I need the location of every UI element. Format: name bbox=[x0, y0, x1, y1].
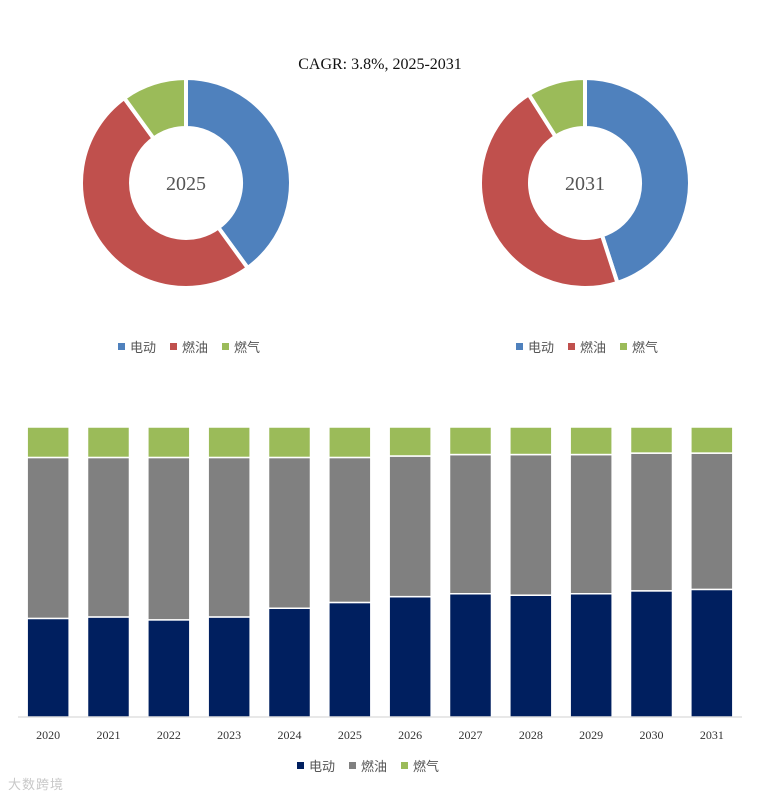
bar-2027-2 bbox=[448, 426, 493, 456]
bar-2027-1 bbox=[448, 453, 493, 595]
donut-slice-2025-0 bbox=[184, 75, 293, 271]
legend-label: 燃气 bbox=[234, 341, 261, 356]
donut-center-label: 2025 bbox=[166, 173, 206, 195]
legend-label: 燃油 bbox=[182, 341, 209, 356]
donut-legend-2031: 电动 燃油 燃气 bbox=[516, 337, 658, 356]
legend-label: 电动 bbox=[309, 760, 336, 775]
watermark: 大数跨境 bbox=[8, 778, 65, 793]
bar-2029-2 bbox=[569, 426, 613, 456]
donut-center-label: 2031 bbox=[565, 173, 605, 195]
bar-2024-1 bbox=[267, 456, 312, 610]
bar-2023-1 bbox=[207, 456, 251, 618]
bar-2029-1 bbox=[569, 453, 613, 595]
bar-2031-1 bbox=[690, 452, 734, 591]
bar-2022-0 bbox=[147, 619, 191, 718]
legend-swatch bbox=[118, 343, 125, 350]
donut-slice-2031-1 bbox=[478, 91, 620, 290]
bar-2030-2 bbox=[629, 426, 674, 454]
x-tick-label: 2024 bbox=[278, 728, 302, 742]
bar-2022-2 bbox=[147, 426, 191, 459]
x-tick-label: 2031 bbox=[700, 728, 724, 742]
bar-2024-2 bbox=[267, 426, 312, 459]
donut-slice-2031-2 bbox=[525, 75, 587, 140]
legend-label: 燃油 bbox=[580, 341, 607, 356]
legend-label: 电动 bbox=[528, 341, 555, 356]
bar-2021-1 bbox=[86, 456, 131, 618]
bar-2021-2 bbox=[86, 426, 131, 459]
cagr-title: CAGR: 3.8%, 2025-2031 bbox=[298, 56, 462, 73]
x-tick-label: 2026 bbox=[398, 728, 422, 742]
legend-swatch bbox=[568, 343, 576, 350]
legend-item: 电动 bbox=[118, 337, 156, 356]
stacked-bar-chart: 2020 2021 2022 2023 2024 2025 2026 2027 2028 2029… bbox=[18, 426, 742, 742]
donut-slice-2025-1 bbox=[79, 95, 251, 290]
legend-swatch bbox=[401, 762, 409, 769]
legend-swatch bbox=[222, 343, 230, 350]
legend-label: 电动 bbox=[130, 341, 157, 356]
bar-2027-0 bbox=[448, 593, 493, 718]
bar-2026-1 bbox=[388, 455, 432, 598]
legend-swatch bbox=[349, 762, 357, 769]
legend-item: 电动 bbox=[297, 756, 335, 775]
legend-item: 燃油 bbox=[170, 337, 208, 356]
legend-swatch bbox=[620, 343, 628, 350]
donut-slice-2031-0 bbox=[583, 75, 692, 286]
x-tick-label: 2025 bbox=[338, 728, 362, 742]
bar-2026-2 bbox=[388, 426, 432, 457]
bar-2030-0 bbox=[629, 590, 674, 718]
legend-swatch bbox=[516, 343, 523, 350]
bar-2021-0 bbox=[86, 616, 131, 718]
x-tick-label: 2020 bbox=[36, 728, 60, 742]
bar-2028-1 bbox=[509, 453, 553, 596]
x-tick-label: 2022 bbox=[157, 728, 181, 742]
bar-2026-0 bbox=[388, 595, 432, 718]
bar-2025-2 bbox=[328, 426, 372, 459]
legend-label: 燃油 bbox=[361, 760, 388, 775]
legend-item: 燃气 bbox=[620, 337, 658, 356]
x-tick-label: 2023 bbox=[217, 728, 241, 742]
bar-2022-1 bbox=[147, 456, 191, 621]
bar-2024-0 bbox=[267, 607, 312, 718]
legend-item: 燃气 bbox=[401, 756, 439, 775]
bar-2025-1 bbox=[328, 456, 372, 604]
legend-swatch bbox=[297, 762, 304, 769]
legend-label: 燃气 bbox=[413, 760, 440, 775]
legend-swatch bbox=[170, 343, 178, 350]
donut-legend-2025: 电动 燃油 燃气 bbox=[118, 337, 260, 356]
bar-2023-2 bbox=[207, 426, 251, 459]
bar-2031-2 bbox=[690, 426, 734, 454]
x-tick-label: 2028 bbox=[519, 728, 543, 742]
bar-2030-1 bbox=[629, 452, 674, 592]
bar-2025-0 bbox=[328, 601, 372, 718]
donut-chart-2031: 2031 bbox=[478, 75, 692, 290]
donut-chart-2025: 2025 bbox=[79, 75, 293, 290]
x-tick-label: 2029 bbox=[579, 728, 603, 742]
legend-item: 燃气 bbox=[222, 337, 260, 356]
bar-legend: 电动 燃油 燃气 bbox=[297, 756, 439, 775]
x-tick-label: 2027 bbox=[459, 728, 483, 742]
bar-2028-2 bbox=[509, 426, 553, 456]
legend-item: 电动 bbox=[516, 337, 554, 356]
bar-2020-0 bbox=[26, 617, 70, 718]
bar-2029-0 bbox=[569, 593, 613, 718]
bar-2023-0 bbox=[207, 616, 251, 718]
legend-item: 燃油 bbox=[349, 756, 387, 775]
bar-2020-2 bbox=[26, 426, 70, 459]
donut-slice-2025-2 bbox=[121, 75, 188, 142]
legend-item: 燃油 bbox=[568, 337, 606, 356]
x-tick-label: 2021 bbox=[97, 728, 121, 742]
x-tick-label: 2030 bbox=[640, 728, 664, 742]
bar-2020-1 bbox=[26, 456, 70, 620]
legend-label: 燃气 bbox=[632, 341, 659, 356]
bar-2028-0 bbox=[509, 594, 553, 718]
bar-2031-0 bbox=[690, 588, 734, 718]
